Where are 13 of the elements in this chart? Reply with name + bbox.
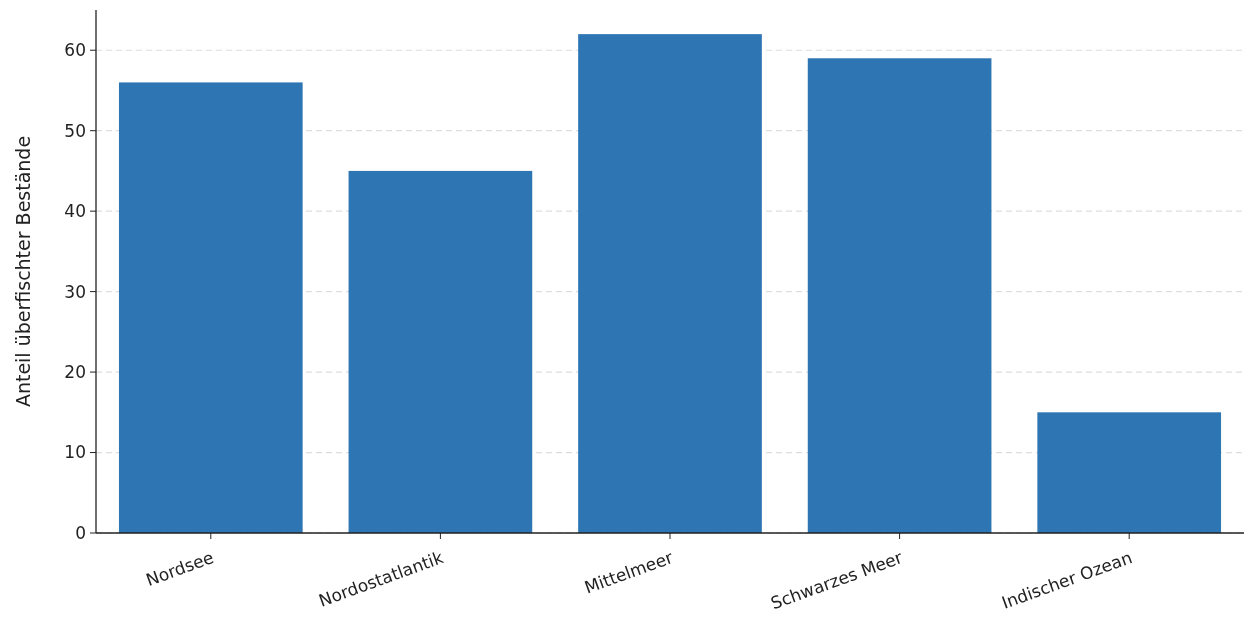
y-tick-label: 0	[75, 522, 86, 543]
bar	[1037, 412, 1222, 533]
y-tick-label: 10	[64, 442, 86, 463]
y-tick-label: 60	[64, 40, 86, 61]
y-tick-label: 30	[64, 281, 86, 302]
y-axis-title: Anteil überfischter Bestände	[12, 135, 34, 408]
y-tick-label: 20	[64, 362, 86, 383]
bar	[578, 34, 762, 533]
y-tick-label: 40	[64, 201, 86, 222]
y-tick-label: 50	[64, 120, 86, 141]
bar	[118, 82, 303, 533]
bar	[807, 58, 992, 533]
bar	[348, 170, 533, 533]
